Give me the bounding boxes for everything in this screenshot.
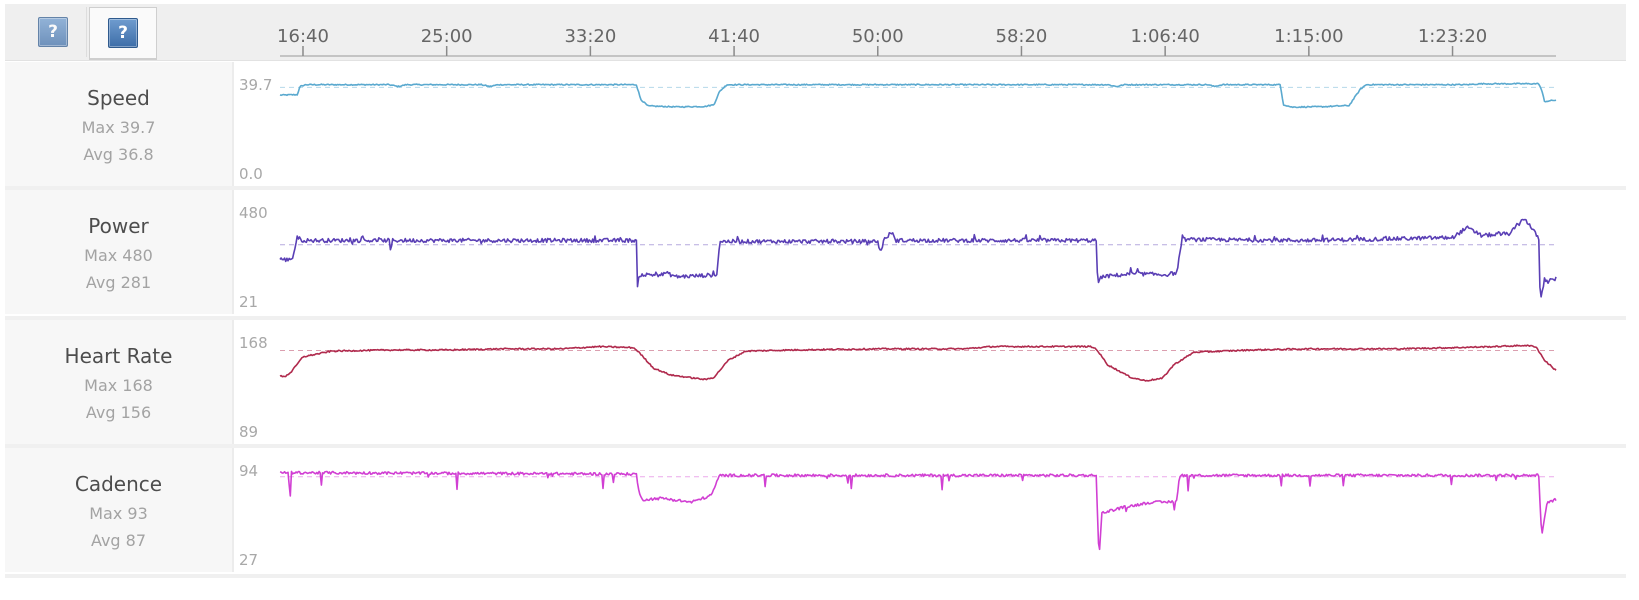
metric-max: Max 168 (84, 376, 153, 395)
metric-avg: Avg 156 (85, 403, 152, 422)
metric-label-column: Heart Rate Max 168 Avg 156 (5, 320, 234, 444)
y-tick-label-max: 480 (239, 204, 268, 222)
help-icon: ? (108, 18, 138, 48)
panel-cadence: Cadence Max 93 Avg 87 94 27 (5, 448, 1626, 572)
y-tick-label-max: 168 (239, 334, 268, 352)
metric-avg: Avg 36.8 (83, 145, 154, 164)
metric-name: Speed (87, 86, 150, 110)
time-tick-label: 58:20 (996, 26, 1048, 47)
series-line-speed (279, 82, 1557, 109)
y-tick-label-min: 27 (239, 551, 258, 569)
time-tick-label: 1:15:00 (1274, 26, 1343, 47)
series-plot: 168 89 (239, 334, 1557, 441)
series-line-power (279, 218, 1557, 298)
y-tick-label-max: 94 (239, 462, 258, 480)
metric-name: Cadence (74, 472, 163, 496)
time-tick-label: 33:20 (564, 26, 616, 47)
help-icon: ? (38, 17, 68, 47)
y-tick-label-min: 21 (239, 293, 258, 311)
time-tick-label: 50:00 (852, 26, 904, 47)
time-tick-label: 41:40 (708, 26, 760, 47)
metric-max: Max 39.7 (81, 118, 156, 137)
panel-separator (5, 316, 1626, 320)
series-line-cadence (279, 470, 1557, 551)
panel-separator (5, 444, 1626, 448)
panel-heart-rate: Heart Rate Max 168 Avg 156 168 89 (5, 320, 1626, 444)
metric-avg: Avg 281 (85, 273, 152, 292)
series-plot: 39.7 0.0 (239, 76, 1557, 183)
metric-name: Power (88, 214, 149, 238)
help-button-active[interactable]: ? (89, 7, 157, 60)
panel-speed: Speed Max 39.7 Avg 36.8 39.7 0.0 (5, 62, 1626, 186)
panel-power: Power Max 480 Avg 281 480 21 (5, 190, 1626, 314)
metric-label-column: Cadence Max 93 Avg 87 (5, 448, 234, 572)
time-tick-label: 1:23:20 (1418, 26, 1487, 47)
metric-label-column: Power Max 480 Avg 281 (5, 190, 234, 314)
metric-max: Max 93 (89, 504, 148, 523)
time-tick-label: 16:40 (277, 26, 329, 47)
metric-label-column: Speed Max 39.7 Avg 36.8 (5, 62, 234, 186)
panel-separator (5, 574, 1626, 578)
time-tick-label: 25:00 (421, 26, 473, 47)
time-tick-label: 1:06:40 (1130, 26, 1199, 47)
y-tick-label-min: 89 (239, 423, 258, 441)
series-line-heart-rate (279, 344, 1557, 382)
panel-separator (5, 186, 1626, 190)
series-plot: 94 27 (239, 462, 1557, 569)
toolbar: ? ? 16:40 25:00 33:20 41:40 50:00 58:20 1:06:4… (5, 4, 1626, 61)
metric-avg: Avg 87 (90, 531, 147, 550)
metric-max: Max 480 (84, 246, 153, 265)
metric-name: Heart Rate (64, 344, 173, 368)
y-tick-label-max: 39.7 (239, 76, 272, 94)
time-axis: 16:40 25:00 33:20 41:40 50:00 58:20 1:06:40 1:1… (277, 26, 1556, 57)
series-plot: 480 21 (239, 204, 1557, 311)
help-button[interactable]: ? (20, 7, 87, 57)
y-tick-label-min: 0.0 (239, 165, 263, 183)
